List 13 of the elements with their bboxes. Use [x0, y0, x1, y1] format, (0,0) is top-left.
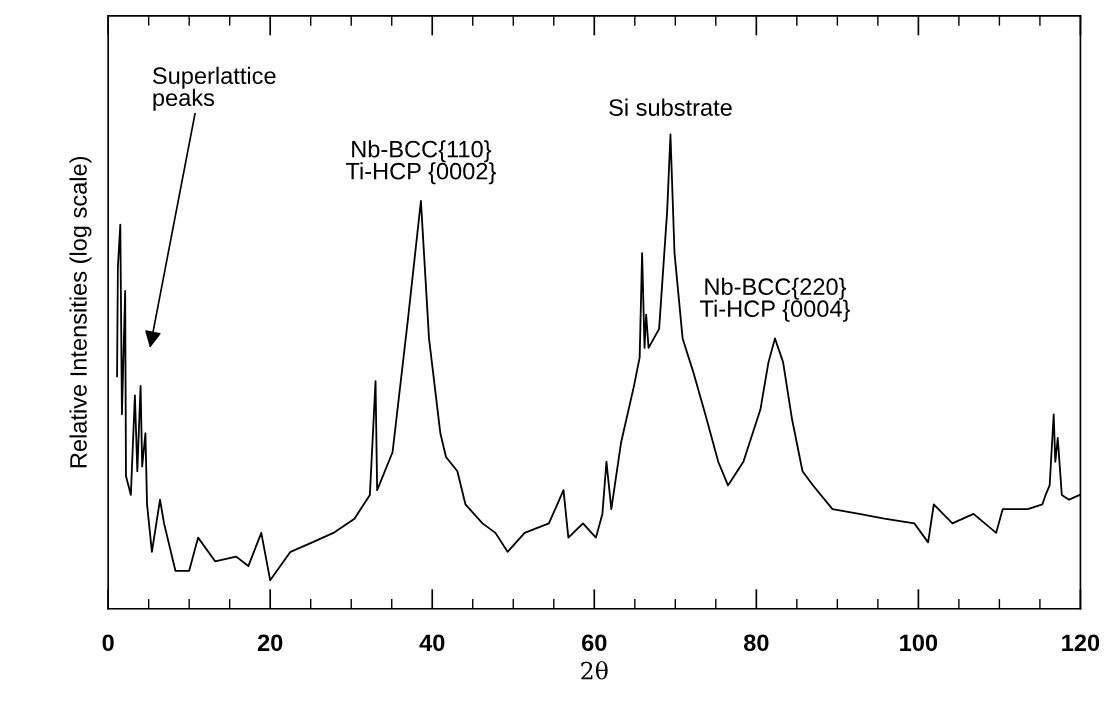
x-tick-label: 60: [582, 634, 607, 652]
x-tick-label: 20: [257, 634, 283, 652]
x-tick-label: 100: [900, 634, 938, 652]
y-axis-title: Relative Intensities (log scale): [69, 156, 92, 468]
annotation: Nb-BCC{220} Ti-HCP {0004}: [700, 277, 851, 322]
x-tick-label: 0: [102, 634, 114, 652]
x-tick-label: 120: [1062, 634, 1100, 652]
text: Superlattice peaks: [152, 66, 276, 111]
x-tick-label: 40: [419, 634, 445, 652]
annotation: Si substrate: [609, 98, 732, 116]
x-tick-label: 80: [743, 634, 769, 652]
x-axis-title: 2θ: [581, 661, 608, 680]
annotation: Nb-BCC{110} Ti-HCP {0002}: [345, 140, 496, 185]
